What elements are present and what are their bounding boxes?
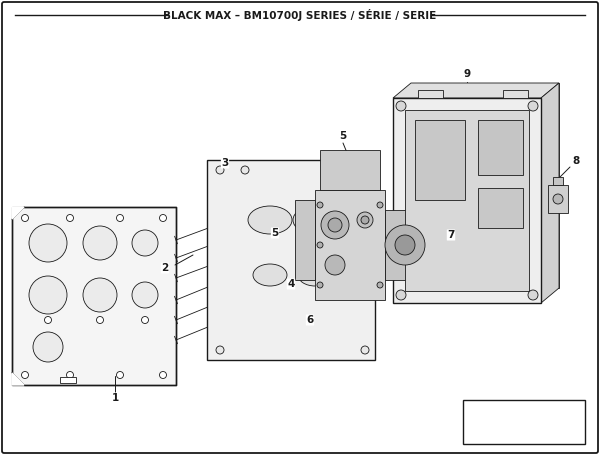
- Circle shape: [216, 166, 224, 174]
- Circle shape: [328, 218, 342, 232]
- Circle shape: [132, 282, 158, 308]
- Polygon shape: [541, 83, 559, 303]
- Text: 1: 1: [112, 393, 119, 403]
- Text: 5: 5: [271, 228, 278, 238]
- Text: 9: 9: [463, 69, 470, 79]
- Polygon shape: [295, 200, 315, 280]
- Circle shape: [361, 166, 369, 174]
- Ellipse shape: [248, 206, 292, 234]
- Polygon shape: [393, 83, 559, 98]
- Circle shape: [116, 371, 124, 379]
- Circle shape: [132, 230, 158, 256]
- Ellipse shape: [339, 208, 375, 232]
- Circle shape: [361, 216, 369, 224]
- Ellipse shape: [298, 264, 332, 286]
- Ellipse shape: [253, 264, 287, 286]
- Polygon shape: [385, 210, 425, 280]
- Circle shape: [44, 317, 52, 324]
- Circle shape: [142, 317, 149, 324]
- Circle shape: [377, 202, 383, 208]
- Text: 2: 2: [161, 263, 169, 273]
- Bar: [478, 120, 523, 175]
- Circle shape: [67, 371, 74, 379]
- Polygon shape: [12, 207, 176, 385]
- Text: BLACK MAX – BM10700J SERIES / SÉRIE / SERIE: BLACK MAX – BM10700J SERIES / SÉRIE / SE…: [163, 9, 437, 21]
- Circle shape: [325, 255, 345, 275]
- Circle shape: [336, 166, 344, 174]
- Bar: [503, 90, 528, 98]
- Circle shape: [377, 282, 383, 288]
- Circle shape: [553, 194, 563, 204]
- Text: 8: 8: [572, 156, 580, 166]
- Text: FIGURE C: FIGURE C: [493, 408, 555, 420]
- Circle shape: [357, 212, 373, 228]
- Circle shape: [22, 214, 29, 222]
- Bar: [405, 110, 529, 291]
- Bar: [418, 90, 443, 98]
- Bar: [60, 377, 76, 383]
- Polygon shape: [411, 83, 559, 288]
- Circle shape: [83, 278, 117, 312]
- Circle shape: [160, 371, 167, 379]
- Circle shape: [33, 332, 63, 362]
- Bar: [415, 120, 465, 200]
- Text: 4: 4: [287, 279, 295, 289]
- Circle shape: [83, 226, 117, 260]
- Bar: [478, 188, 523, 228]
- Text: 7: 7: [448, 230, 455, 240]
- Circle shape: [216, 346, 224, 354]
- Circle shape: [317, 282, 323, 288]
- Circle shape: [160, 214, 167, 222]
- Circle shape: [396, 290, 406, 300]
- Circle shape: [385, 225, 425, 265]
- Circle shape: [361, 346, 369, 354]
- Circle shape: [29, 224, 67, 262]
- Text: 6: 6: [307, 315, 314, 325]
- Circle shape: [29, 276, 67, 314]
- Polygon shape: [315, 190, 385, 300]
- Polygon shape: [12, 373, 24, 385]
- Circle shape: [317, 242, 323, 248]
- Circle shape: [395, 235, 415, 255]
- Polygon shape: [12, 207, 24, 219]
- Ellipse shape: [293, 206, 337, 234]
- Circle shape: [97, 317, 104, 324]
- Bar: [548, 185, 568, 213]
- Polygon shape: [393, 98, 541, 303]
- Circle shape: [22, 371, 29, 379]
- Circle shape: [528, 101, 538, 111]
- Bar: [553, 177, 563, 185]
- Polygon shape: [320, 150, 380, 190]
- Circle shape: [241, 166, 249, 174]
- Circle shape: [396, 101, 406, 111]
- Text: FIGURA C: FIGURA C: [493, 424, 556, 436]
- Polygon shape: [207, 160, 375, 360]
- Text: 5: 5: [340, 131, 347, 141]
- Bar: [463, 400, 585, 444]
- Circle shape: [67, 214, 74, 222]
- Circle shape: [321, 211, 349, 239]
- Text: 3: 3: [221, 158, 229, 168]
- Circle shape: [528, 290, 538, 300]
- Circle shape: [116, 214, 124, 222]
- Circle shape: [317, 202, 323, 208]
